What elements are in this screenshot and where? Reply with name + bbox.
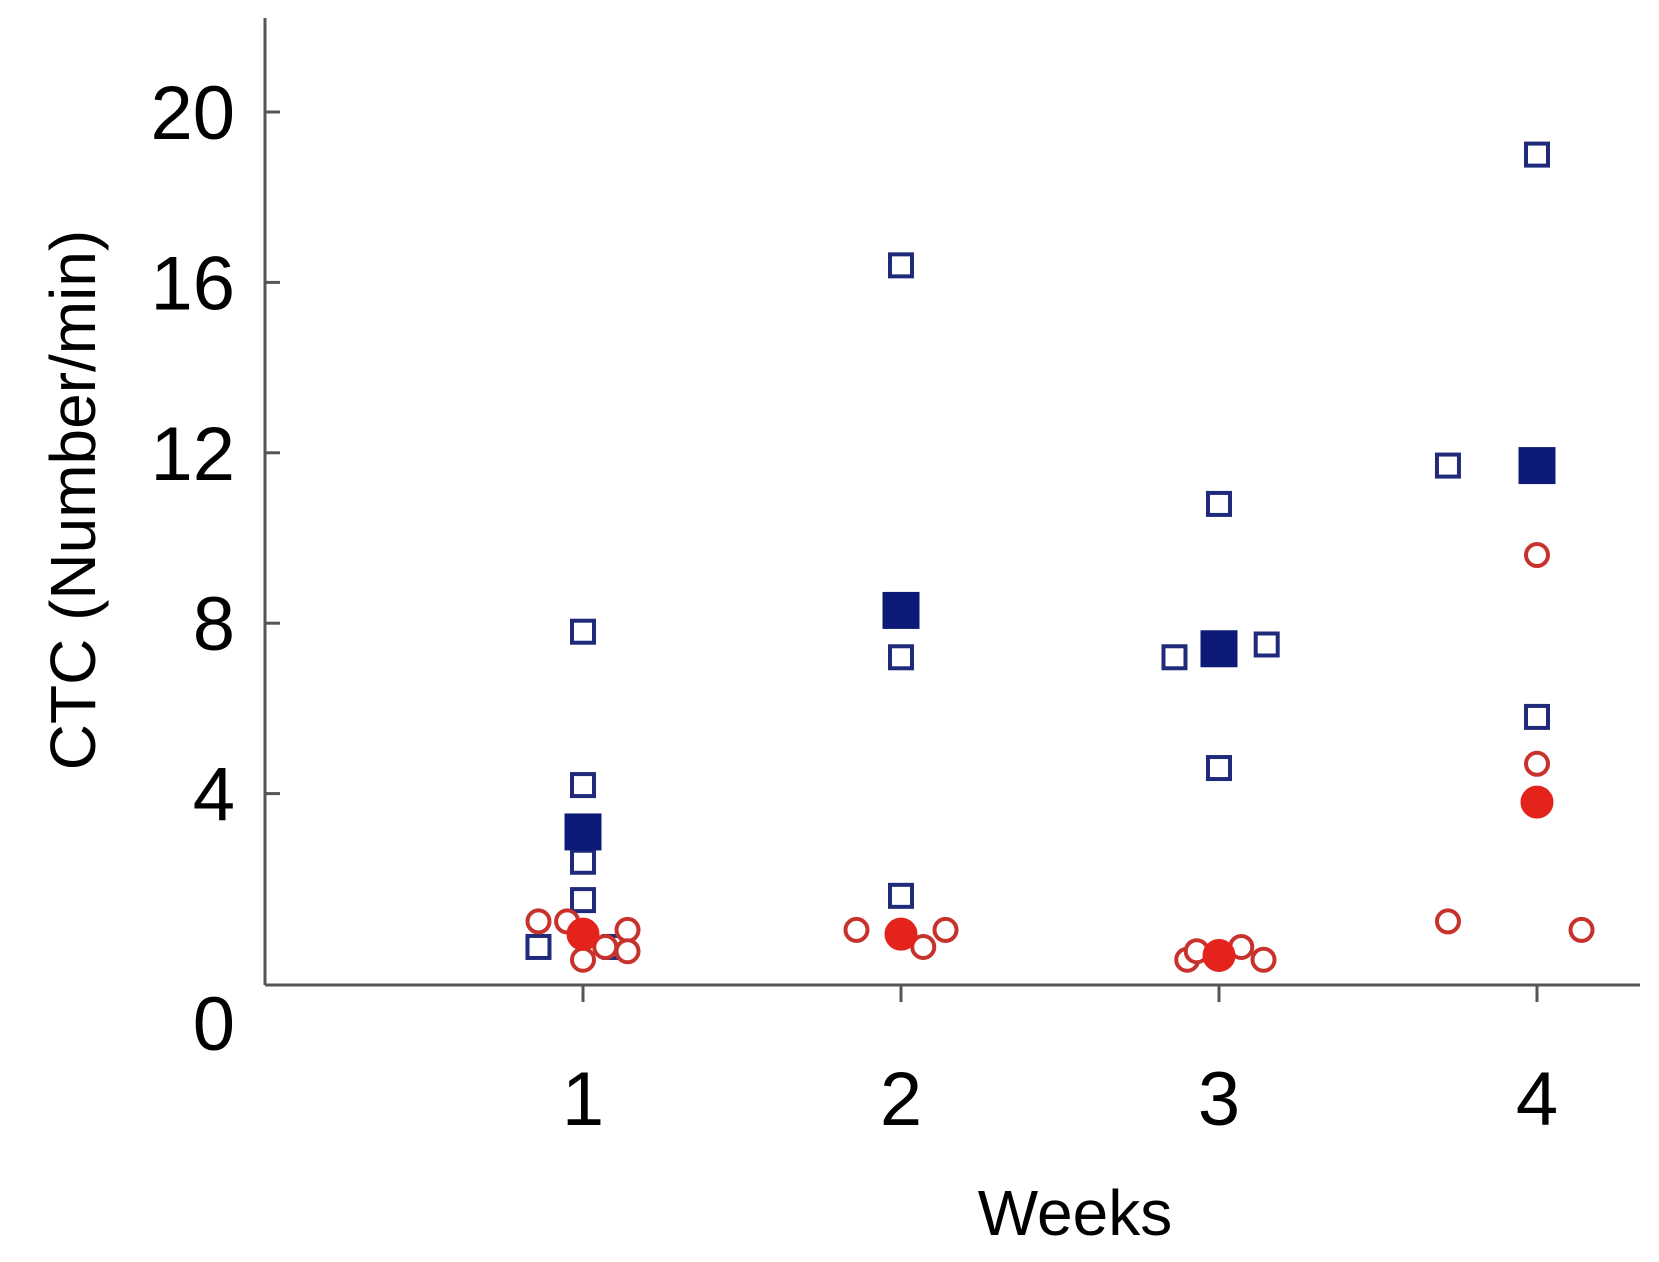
group-a-individual-point bbox=[1524, 141, 1550, 168]
group-a-mean-point bbox=[1518, 447, 1556, 485]
group-b-individual-point bbox=[592, 933, 619, 960]
group-a-individual-point bbox=[1161, 644, 1188, 671]
group-b-individual-point bbox=[1524, 542, 1550, 569]
group-b-mean-point bbox=[1202, 938, 1236, 972]
group-a-individual-point bbox=[570, 887, 596, 914]
y-tick-label: 20 bbox=[150, 71, 235, 156]
group-a-individual-point bbox=[1206, 490, 1232, 517]
group-a-individual-point bbox=[1524, 703, 1550, 730]
y-tick-label: 4 bbox=[193, 753, 235, 838]
group-b-individual-point bbox=[614, 938, 641, 965]
y-tick-label: 12 bbox=[150, 412, 235, 497]
y-axis-ticks: 0 4 8 12 16 20 bbox=[150, 71, 280, 1067]
group-b-individual-point bbox=[614, 916, 641, 943]
group-a-individual-point bbox=[525, 933, 552, 960]
group-b-mean-point bbox=[566, 917, 600, 951]
group-b-individual-point bbox=[1250, 946, 1277, 973]
y-tick-label: 16 bbox=[150, 241, 235, 326]
group-b-mean-point bbox=[884, 917, 918, 951]
group-b-individual-point bbox=[932, 916, 959, 943]
group-b-individual-point bbox=[525, 908, 552, 935]
x-axis-ticks: 1 2 3 4 bbox=[562, 985, 1558, 1142]
group-a-individual-point bbox=[570, 848, 596, 875]
group-b-individual-point bbox=[1568, 916, 1595, 943]
group-a-individual-point bbox=[1206, 755, 1232, 782]
group-b-mean-point bbox=[1520, 785, 1554, 819]
group-a-mean-point bbox=[882, 591, 920, 629]
group-b-individual-point bbox=[843, 916, 870, 943]
x-axis-title: Weeks bbox=[978, 1177, 1172, 1249]
x-tick-label: 1 bbox=[562, 1057, 604, 1142]
y-axis-title: CTC (Number/min) bbox=[37, 230, 109, 770]
x-tick-label: 4 bbox=[1516, 1057, 1558, 1142]
x-tick-label: 3 bbox=[1198, 1057, 1240, 1142]
group-a-individual-point bbox=[888, 644, 914, 671]
group-a-mean-point bbox=[564, 813, 602, 851]
x-tick-label: 2 bbox=[880, 1057, 922, 1142]
y-tick-label: 0 bbox=[193, 982, 235, 1067]
group-a-individual-point bbox=[570, 618, 596, 645]
group-a-individual-point bbox=[888, 252, 914, 279]
group-b-individual-point bbox=[910, 933, 937, 960]
y-tick-label: 8 bbox=[193, 582, 235, 667]
group-a-individual-point bbox=[1253, 631, 1280, 658]
data-points bbox=[525, 141, 1595, 973]
group-b-individual-point bbox=[1434, 908, 1461, 935]
group-a-individual-point bbox=[570, 772, 596, 799]
group-a-individual-point bbox=[1434, 452, 1461, 479]
group-a-mean-point bbox=[1200, 630, 1238, 668]
group-b-individual-point bbox=[1524, 750, 1550, 777]
group-b-individual-point bbox=[570, 946, 596, 973]
group-a-individual-point bbox=[888, 882, 914, 909]
